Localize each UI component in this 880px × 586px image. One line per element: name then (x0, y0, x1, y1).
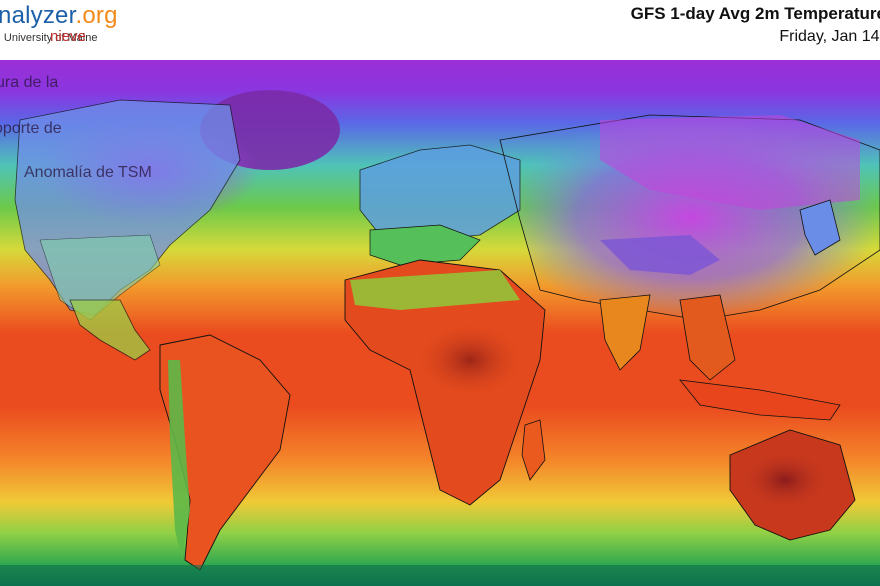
overlay-text-2: oporte de (0, 120, 62, 137)
southern-europe (369, 224, 481, 266)
university-label: | University of Maine (0, 32, 98, 44)
siberia-cold (600, 115, 860, 210)
temperature-map-svg (0, 60, 880, 586)
india (599, 294, 651, 371)
usa-region (39, 234, 161, 321)
logo-prefix: n (0, 2, 12, 29)
logo-tld: .org (75, 2, 118, 29)
overlay-text-3: Anomalía de TSM (24, 164, 152, 181)
africa-hot-core (420, 325, 520, 395)
temperature-map[interactable]: ura de la oporte de Anomalía de TSM (0, 60, 880, 586)
japan (799, 199, 841, 256)
southern-ocean-band (0, 565, 880, 586)
nieve-label: nieve (50, 28, 86, 45)
map-title: GFS 1-day Avg 2m Temperature (630, 4, 880, 23)
indonesia (679, 379, 841, 421)
madagascar (521, 419, 546, 481)
header-bar: nalyzer.org | University of Maine nieve … (0, 0, 880, 60)
north-africa (350, 270, 520, 310)
andes (168, 360, 190, 560)
site-logo[interactable]: nalyzer.org (0, 2, 118, 30)
map-date: Friday, Jan 14, (779, 28, 880, 45)
tibet-cold (600, 235, 720, 275)
europe (359, 144, 521, 241)
logo-name: alyzer (11, 2, 76, 29)
overlay-text-1: ura de la (0, 74, 59, 91)
mexico (69, 299, 151, 361)
southeast-asia (679, 294, 736, 381)
australia-hot-core (740, 450, 830, 510)
